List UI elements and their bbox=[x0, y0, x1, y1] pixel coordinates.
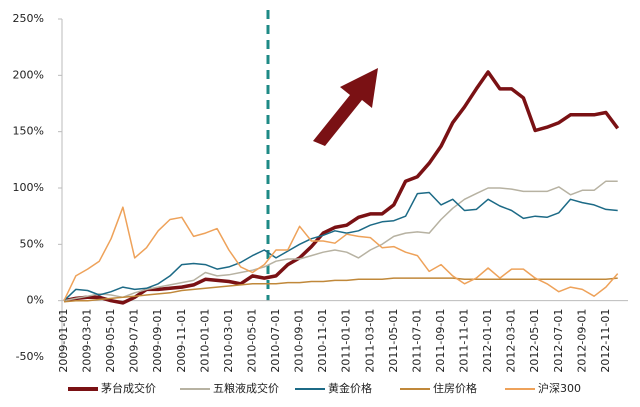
x-tick-label: 2009-05-01 bbox=[104, 309, 117, 373]
series-line bbox=[63, 206, 619, 302]
series-line bbox=[63, 70, 620, 305]
x-tick-label: 2010-11-01 bbox=[316, 309, 329, 373]
legend-label: 住房价格 bbox=[433, 381, 477, 395]
y-tick-label: 200% bbox=[13, 68, 44, 81]
y-tick-label: -50% bbox=[16, 350, 44, 363]
legend-label: 沪深300 bbox=[538, 381, 581, 395]
series-line bbox=[63, 180, 618, 302]
trend-arrow bbox=[313, 68, 378, 146]
x-tick-label: 2011-01-01 bbox=[340, 309, 353, 373]
y-tick-label: 150% bbox=[13, 125, 44, 138]
x-tick-label: 2010-01-01 bbox=[198, 309, 211, 373]
x-tick-label: 2012-07-01 bbox=[552, 309, 565, 373]
y-tick-label: 100% bbox=[13, 181, 44, 194]
x-tick-label: 2012-11-01 bbox=[599, 309, 612, 373]
x-tick-label: 2012-09-01 bbox=[575, 309, 588, 373]
legend-label: 黄金价格 bbox=[328, 381, 372, 395]
legend-label: 五粮液成交价 bbox=[213, 381, 279, 395]
x-tick-label: 2009-07-01 bbox=[128, 309, 141, 373]
y-tick-label: 0% bbox=[27, 294, 44, 307]
series-line bbox=[63, 191, 618, 302]
x-tick-label: 2011-11-01 bbox=[458, 309, 471, 373]
legend-label: 茅台成交价 bbox=[101, 381, 156, 395]
x-tick-label: 2011-05-01 bbox=[387, 309, 400, 373]
x-tick-label: 2010-05-01 bbox=[245, 309, 258, 373]
x-tick-label: 2009-11-01 bbox=[175, 309, 188, 373]
x-tick-label: 2009-01-01 bbox=[57, 309, 70, 373]
x-tick-label: 2012-01-01 bbox=[481, 309, 494, 373]
x-tick-label: 2010-03-01 bbox=[222, 309, 235, 373]
series-line bbox=[63, 277, 618, 303]
x-tick-label: 2011-09-01 bbox=[434, 309, 447, 373]
x-tick-label: 2009-03-01 bbox=[81, 309, 94, 373]
x-tick-label: 2011-03-01 bbox=[363, 309, 376, 373]
x-tick-label: 2010-07-01 bbox=[269, 309, 282, 373]
x-tick-label: 2012-05-01 bbox=[528, 309, 541, 373]
x-tick-label: 2012-03-01 bbox=[505, 309, 518, 373]
y-tick-label: 250% bbox=[13, 12, 44, 25]
y-tick-label: 50% bbox=[20, 237, 44, 250]
x-tick-label: 2010-09-01 bbox=[293, 309, 306, 373]
x-tick-label: 2009-09-01 bbox=[151, 309, 164, 373]
x-tick-label: 2011-07-01 bbox=[410, 309, 423, 373]
